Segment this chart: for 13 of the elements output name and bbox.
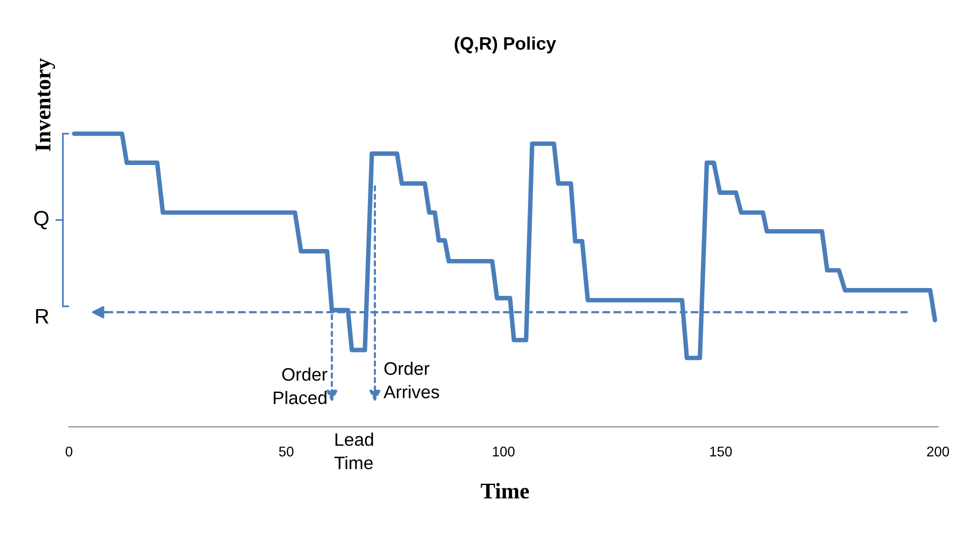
text: Q bbox=[34, 210, 48, 230]
x-tick-label: 0 bbox=[66, 446, 72, 456]
x-axis-title: Time bbox=[480, 482, 529, 499]
x-tick-label: 200 bbox=[927, 446, 950, 456]
y-axis-title: Inventory bbox=[36, 58, 56, 152]
ref-line-label: R bbox=[36, 309, 48, 324]
annotation: Order Placed bbox=[274, 368, 328, 404]
chart-title: (Q,R) Policy bbox=[454, 36, 556, 54]
x-tick-label: 50 bbox=[279, 446, 294, 456]
text: Lead Time bbox=[334, 432, 374, 470]
annotation: Order Arrives bbox=[384, 362, 440, 398]
x-tick-label: 100 bbox=[492, 446, 515, 456]
x-tick-label: 150 bbox=[710, 446, 732, 456]
